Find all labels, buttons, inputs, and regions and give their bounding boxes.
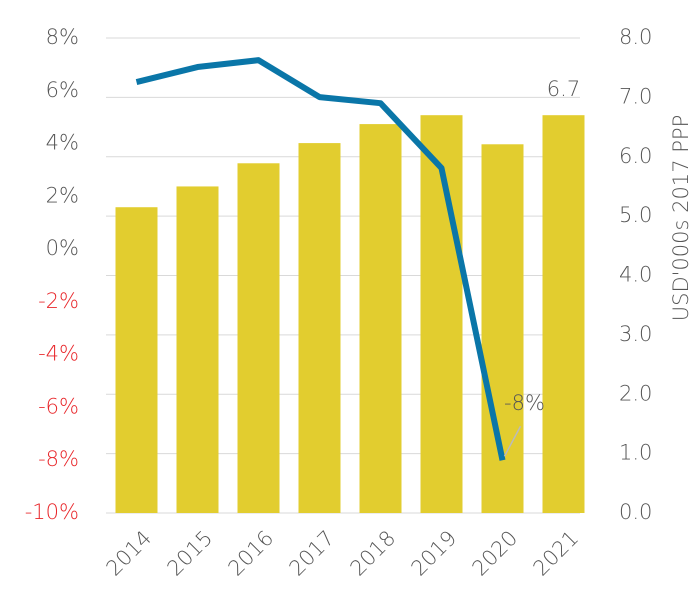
bar [298,143,341,513]
y2-axis-title: USD'000s 2017 PPP [669,115,693,321]
bar [359,124,402,513]
line-value-label: -8% [504,391,545,415]
y-tick-label: 8% [46,25,79,49]
y-tick-label: -8% [38,447,79,471]
line [135,57,506,461]
y2-tick-label: 8.0 [619,25,652,49]
x-tick-label: 2021 [529,526,584,581]
y2-tick-label: 2.0 [619,381,652,405]
x-tick-label: 2014 [102,526,157,581]
y-tick-label: 4% [46,131,79,155]
y2-tick-label: 4.0 [619,263,652,287]
y2-tick-label: 5.0 [619,203,652,227]
bar [176,186,219,513]
x-tick-label: 2016 [224,526,279,581]
bar [237,163,280,513]
y-tick-label: -6% [38,394,79,418]
y2-tick-label: 7.0 [619,84,652,108]
y2-tick-label: 6.0 [619,144,652,168]
y-tick-label: -10% [25,500,79,524]
bar [542,115,585,513]
y2-tick-label: 0.0 [619,500,652,524]
y-tick-label: 0% [46,236,79,260]
y2-tick-label: 1.0 [619,441,652,465]
bar-value-label: 6.7 [547,77,580,101]
y-tick-label: -4% [38,342,79,366]
y-tick-label: 6% [46,78,79,102]
bar [115,207,158,513]
x-tick-label: 2015 [163,526,218,581]
y-tick-label: 2% [46,183,79,207]
y2-tick-label: 3.0 [619,322,652,346]
y-tick-label: -2% [38,289,79,313]
leader-line [503,425,522,457]
x-tick-label: 2020 [468,526,523,581]
x-tick-label: 2019 [407,526,462,581]
x-tick-label: 2017 [285,526,340,581]
x-tick-label: 2018 [346,526,401,581]
